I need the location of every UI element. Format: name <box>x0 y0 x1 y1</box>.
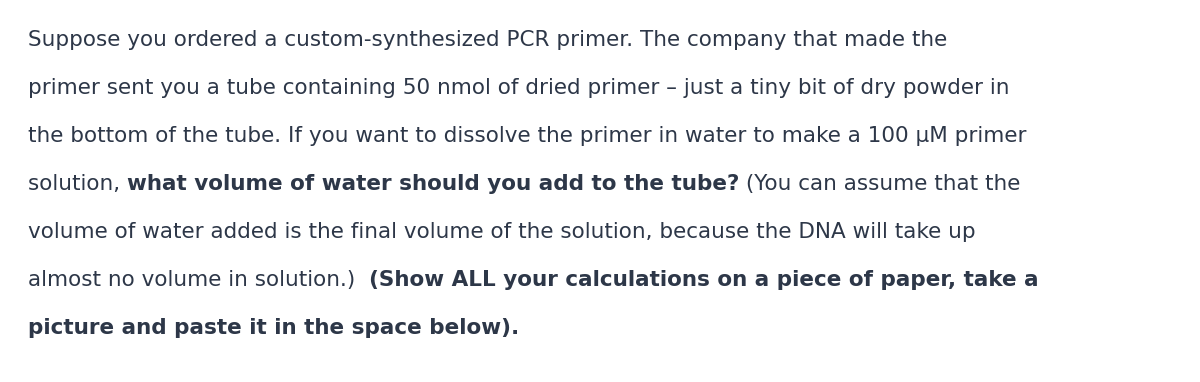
Text: (You can assume that the: (You can assume that the <box>739 174 1021 194</box>
Text: picture and paste it in the space below).: picture and paste it in the space below)… <box>28 318 520 338</box>
Text: almost no volume in solution.): almost no volume in solution.) <box>28 270 370 290</box>
Text: the bottom of the tube. If you want to dissolve the primer in water to make a 10: the bottom of the tube. If you want to d… <box>28 126 1026 146</box>
Text: solution,: solution, <box>28 174 127 194</box>
Text: Suppose you ordered a custom-synthesized PCR primer. The company that made the: Suppose you ordered a custom-synthesized… <box>28 30 947 50</box>
Text: (Show ALL your calculations on a piece of paper, take a: (Show ALL your calculations on a piece o… <box>370 270 1039 290</box>
Text: primer sent you a tube containing 50 nmol of dried primer – just a tiny bit of d: primer sent you a tube containing 50 nmo… <box>28 78 1009 98</box>
Text: what volume of water should you add to the tube?: what volume of water should you add to t… <box>127 174 739 194</box>
Text: volume of water added is the final volume of the solution, because the DNA will : volume of water added is the final volum… <box>28 222 976 242</box>
